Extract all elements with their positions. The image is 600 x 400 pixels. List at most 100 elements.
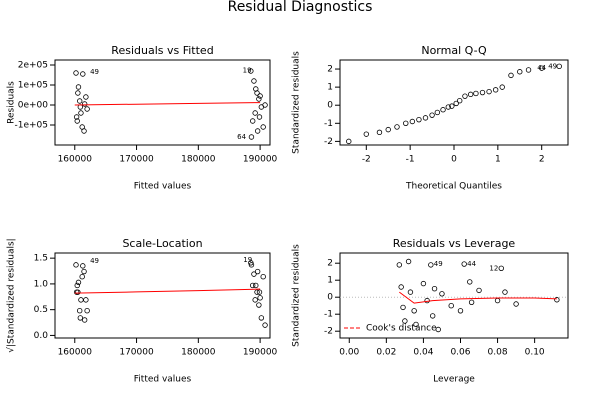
point bbox=[251, 271, 257, 277]
point bbox=[256, 114, 263, 120]
point bbox=[554, 297, 560, 303]
point bbox=[75, 279, 82, 286]
point bbox=[400, 304, 406, 311]
y-tick-label: 0e+00 bbox=[18, 101, 49, 111]
legend-label: Cook's distance bbox=[366, 324, 437, 334]
point bbox=[346, 138, 352, 145]
x-tick-label: 0.06 bbox=[450, 348, 470, 358]
point bbox=[445, 104, 451, 110]
fit-line bbox=[74, 102, 261, 106]
x-tick-label: 0.00 bbox=[339, 348, 359, 358]
point bbox=[431, 286, 438, 292]
point bbox=[556, 63, 562, 70]
point bbox=[449, 103, 455, 109]
point bbox=[407, 289, 414, 295]
point bbox=[73, 114, 80, 120]
point bbox=[254, 128, 261, 134]
point-label: 12 bbox=[489, 264, 498, 272]
x-axis-label: Fitted values bbox=[134, 182, 192, 192]
y-tick-label: 2 bbox=[327, 65, 333, 75]
point bbox=[479, 89, 486, 96]
point-label: 49 bbox=[434, 260, 443, 268]
point bbox=[75, 90, 81, 96]
point bbox=[257, 93, 263, 99]
x-tick-label: 160000 bbox=[58, 348, 93, 358]
point bbox=[467, 279, 473, 285]
point-label: 49 bbox=[548, 62, 557, 70]
point bbox=[405, 258, 412, 265]
point bbox=[434, 109, 441, 116]
x-tick-label: 0.04 bbox=[413, 348, 433, 358]
point bbox=[385, 126, 391, 133]
point bbox=[73, 70, 79, 76]
y-tick-label: 1 bbox=[327, 276, 333, 286]
point bbox=[77, 98, 83, 104]
point bbox=[77, 315, 84, 321]
point bbox=[252, 297, 258, 303]
y-tick-label: 1.0 bbox=[34, 279, 49, 289]
point bbox=[260, 124, 266, 130]
panel-title: Scale-Location bbox=[122, 237, 202, 250]
main-title: Residual Diagnostics bbox=[228, 0, 373, 15]
y-tick-label: 1.5 bbox=[34, 254, 48, 264]
plot-frame bbox=[54, 59, 271, 146]
point bbox=[502, 289, 508, 295]
point bbox=[409, 118, 416, 125]
x-tick-label: 1 bbox=[495, 155, 501, 165]
point bbox=[492, 87, 499, 93]
point bbox=[74, 282, 80, 289]
point bbox=[467, 91, 474, 98]
y-tick-label: 2e+05 bbox=[18, 61, 48, 71]
point bbox=[424, 297, 430, 304]
plot-frame bbox=[54, 252, 271, 339]
y-tick-label: -1 bbox=[324, 310, 333, 320]
plot-frame bbox=[339, 252, 569, 339]
point bbox=[411, 308, 417, 314]
point bbox=[250, 282, 256, 289]
point bbox=[468, 299, 475, 305]
y-tick-label: 0.0 bbox=[34, 331, 49, 341]
y-tick-label: -2 bbox=[324, 327, 333, 337]
point bbox=[498, 265, 504, 271]
point bbox=[253, 86, 259, 92]
point bbox=[439, 291, 445, 297]
point bbox=[513, 301, 519, 307]
point bbox=[250, 118, 256, 124]
point bbox=[257, 295, 263, 301]
point-label: 44 bbox=[467, 260, 476, 268]
x-tick-label: -2 bbox=[362, 155, 371, 165]
point bbox=[84, 307, 90, 314]
point-label: 49 bbox=[90, 68, 99, 76]
point bbox=[462, 93, 468, 99]
x-tick-label: 0.08 bbox=[488, 348, 508, 358]
y-axis-label: Standardized residuals bbox=[292, 51, 302, 154]
point-label: 44 bbox=[537, 64, 546, 72]
point bbox=[260, 273, 266, 280]
point bbox=[422, 115, 429, 121]
point bbox=[435, 326, 441, 333]
point bbox=[81, 101, 88, 107]
point bbox=[396, 262, 403, 268]
point bbox=[538, 65, 545, 71]
x-tick-label: 0.02 bbox=[376, 348, 396, 358]
point bbox=[525, 67, 532, 73]
point bbox=[251, 78, 257, 84]
point bbox=[248, 134, 255, 140]
x-axis-label: Leverage bbox=[433, 375, 475, 385]
point bbox=[77, 307, 83, 314]
point bbox=[416, 116, 422, 123]
point bbox=[428, 262, 434, 268]
x-tick-label: 180000 bbox=[181, 155, 216, 165]
point bbox=[473, 90, 479, 97]
y-axis-label: Standardized residuals bbox=[292, 244, 302, 347]
point bbox=[83, 297, 89, 303]
fit-line bbox=[74, 288, 261, 294]
point bbox=[84, 106, 90, 112]
y-tick-label: -2 bbox=[324, 137, 333, 147]
y-tick-label: 0 bbox=[327, 101, 333, 111]
point bbox=[429, 112, 435, 118]
x-tick-label: 190000 bbox=[243, 155, 278, 165]
y-tick-label: 2 bbox=[327, 259, 333, 269]
y-tick-label: -1e+05 bbox=[14, 121, 48, 131]
point bbox=[256, 289, 263, 295]
